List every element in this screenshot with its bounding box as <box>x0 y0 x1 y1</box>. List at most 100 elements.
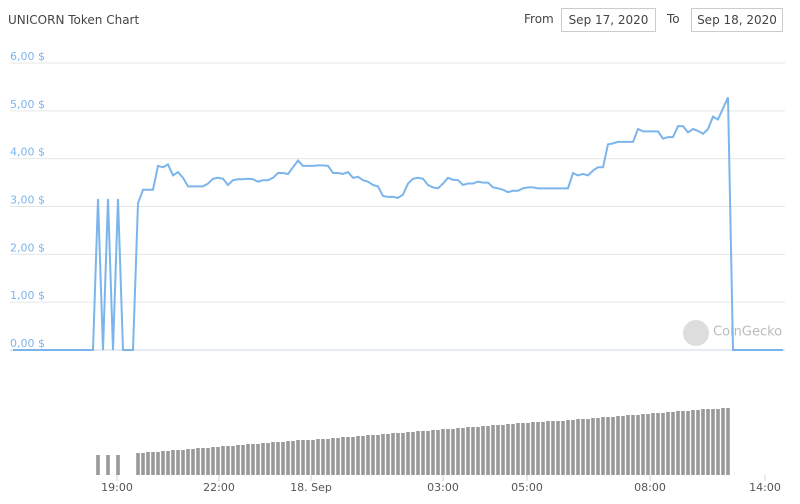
volume-bar <box>371 435 375 475</box>
volume-bar <box>401 433 405 475</box>
volume-bar <box>501 425 505 475</box>
x-tick-label: 05:00 <box>511 481 543 494</box>
volume-bar <box>636 415 640 475</box>
volume-bar <box>216 447 220 475</box>
volume-bar <box>316 439 320 475</box>
volume-bar <box>211 447 215 475</box>
volume-bar <box>671 412 675 475</box>
volume-bar <box>271 442 275 475</box>
volume-bar <box>526 423 530 475</box>
volume-bar <box>676 411 680 475</box>
watermark-logo <box>683 320 709 346</box>
volume-bar <box>511 424 515 475</box>
x-tick-label: 14:00 <box>749 481 781 494</box>
volume-bar <box>226 446 230 475</box>
volume-bar <box>541 422 545 475</box>
y-tick-label: 3,00 $ <box>10 194 45 207</box>
volume-bar <box>586 419 590 475</box>
volume-bar <box>496 425 500 475</box>
volume-bar <box>446 429 450 475</box>
volume-bar <box>581 419 585 475</box>
volume-bar <box>436 430 440 475</box>
volume-bar <box>241 445 245 475</box>
volume-bar <box>326 439 330 475</box>
volume-bar <box>406 432 410 475</box>
volume-bar <box>611 417 615 475</box>
volume-bar <box>646 414 650 475</box>
volume-bar <box>721 408 725 475</box>
volume-bar <box>706 409 710 475</box>
volume-bar <box>291 441 295 475</box>
volume-bar <box>696 410 700 475</box>
to-date-input[interactable]: Sep 18, 2020 <box>691 8 783 32</box>
volume-bar <box>221 446 225 475</box>
volume-bar <box>141 453 145 475</box>
volume-bar <box>681 411 685 475</box>
volume-bar <box>206 448 210 475</box>
volume-bar <box>716 409 720 475</box>
y-tick-label: 4,00 $ <box>10 146 45 159</box>
volume-bar <box>516 423 520 475</box>
volume-bar <box>546 421 550 475</box>
y-tick-label: 2,00 $ <box>10 241 45 254</box>
x-tick-label: 19:00 <box>101 481 133 494</box>
volume-bar <box>181 450 185 475</box>
volume-bar <box>576 419 580 475</box>
volume-bar <box>691 410 695 475</box>
volume-bar <box>701 409 705 475</box>
volume-bar <box>276 442 280 475</box>
volume-bar <box>726 408 730 475</box>
volume-bar <box>136 453 140 475</box>
x-tick-label: 22:00 <box>203 481 235 494</box>
volume-bar <box>311 440 315 475</box>
volume-bar <box>196 448 200 475</box>
to-label: To <box>667 12 680 26</box>
volume-bar <box>666 412 670 475</box>
volume-bar <box>376 435 380 475</box>
volume-bar <box>161 451 165 475</box>
volume-bar <box>596 418 600 475</box>
volume-bar <box>116 455 120 475</box>
volume-bar <box>386 434 390 475</box>
volume-bar <box>306 440 310 475</box>
volume-bar <box>146 452 150 475</box>
volume-bar <box>96 455 100 475</box>
watermark: CoinGecko <box>713 325 782 340</box>
volume-bar <box>616 416 620 475</box>
volume-bar <box>561 421 565 475</box>
volume-bar <box>166 451 170 475</box>
volume-bar <box>661 413 665 475</box>
volume-bar <box>626 415 630 475</box>
y-tick-label: 6,00 $ <box>10 50 45 63</box>
volume-bar <box>686 411 690 475</box>
volume-bar <box>331 438 335 475</box>
chart-title: UNICORN Token Chart <box>8 13 140 27</box>
volume-bar <box>366 435 370 475</box>
volume-bar <box>506 424 510 475</box>
volume-bar <box>531 422 535 475</box>
volume-bar <box>631 415 635 475</box>
volume-bar <box>466 427 470 475</box>
volume-bar <box>281 442 285 475</box>
volume-bar <box>191 449 195 475</box>
volume-bar <box>301 440 305 475</box>
volume-bar <box>481 426 485 475</box>
x-tick-label: 18. Sep <box>290 481 332 494</box>
volume-bar <box>296 440 300 475</box>
volume-bar <box>711 409 715 475</box>
from-date-input[interactable]: Sep 17, 2020 <box>561 8 656 32</box>
price-line <box>13 97 783 351</box>
volume-bar <box>591 418 595 475</box>
volume-bar <box>521 423 525 475</box>
volume-bar <box>381 434 385 475</box>
volume-bar <box>491 425 495 475</box>
volume-bar <box>456 428 460 475</box>
volume-bar <box>251 444 255 475</box>
volume-bar <box>606 417 610 475</box>
volume-bar <box>551 421 555 475</box>
volume-bar <box>431 430 435 475</box>
volume-bar <box>476 427 480 475</box>
volume-bar <box>246 444 250 475</box>
volume-bar <box>171 450 175 475</box>
